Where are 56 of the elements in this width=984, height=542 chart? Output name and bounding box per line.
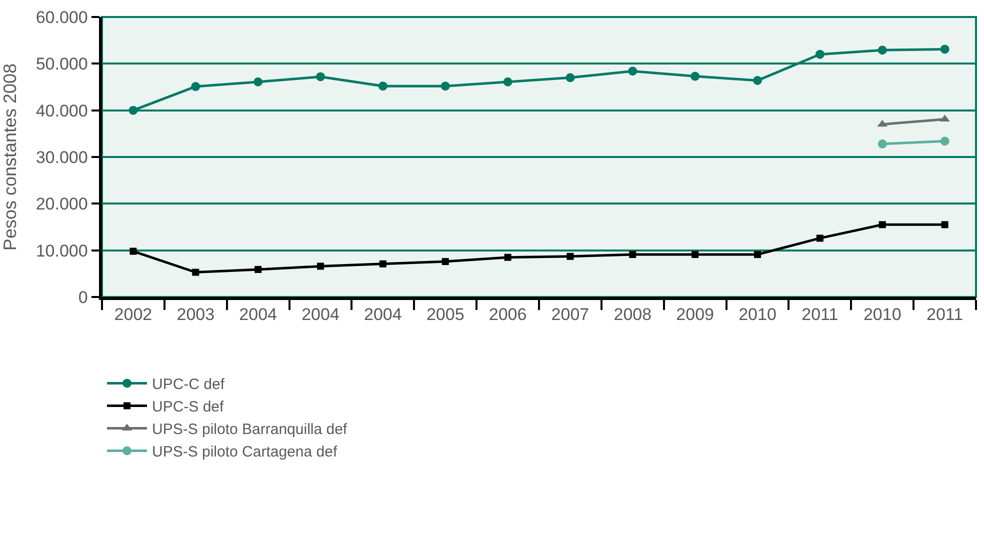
y-tick-label: 30.000 [36, 148, 88, 167]
point [754, 251, 761, 258]
point [316, 72, 325, 82]
x-tick-label: 2003 [176, 305, 215, 324]
point [504, 254, 512, 261]
point [815, 50, 824, 59]
point [378, 82, 388, 91]
point [878, 221, 886, 228]
y-tick-label: 10.000 [36, 241, 88, 260]
legend-label: UPS-S piloto Cartagena def [152, 444, 338, 461]
point [442, 258, 449, 266]
y-tick-label: 0 [78, 288, 88, 307]
x-tick-label: 2004 [364, 305, 402, 324]
point [192, 268, 200, 276]
x-tick-label: 2009 [676, 305, 714, 324]
point [753, 76, 762, 85]
legend-label: UPC-S def [152, 398, 225, 416]
x-tick-label: 2004 [302, 305, 340, 324]
x-tick-label: 2010 [738, 305, 776, 324]
point [128, 106, 138, 115]
point [690, 72, 700, 81]
point [566, 252, 574, 260]
x-tick-label: 2011 [802, 305, 838, 324]
point [940, 44, 950, 54]
x-tick-label: 2005 [426, 305, 464, 324]
point [628, 66, 638, 76]
point [379, 260, 386, 268]
point [878, 139, 887, 148]
point [254, 77, 263, 86]
point [629, 251, 636, 258]
point [816, 234, 824, 242]
x-tick-label: 2007 [551, 305, 590, 324]
point [440, 82, 450, 91]
y-tick-label: 50.000 [36, 54, 88, 74]
legend-label: UPC-C def [152, 376, 226, 394]
point [566, 73, 575, 82]
legend-label: UPS-S piloto Barranquilla def [152, 421, 348, 438]
point [941, 221, 948, 228]
point [254, 266, 262, 273]
x-tick-label: 2002 [114, 305, 152, 324]
point [317, 262, 324, 270]
point [130, 248, 137, 255]
x-tick-label: 2006 [488, 305, 527, 324]
x-tick-label: 2008 [614, 305, 652, 324]
x-tick-label: 2011 [926, 305, 964, 324]
point [692, 251, 699, 258]
y-tick-label: 40.000 [36, 101, 88, 120]
point [940, 136, 950, 146]
y-axis-title: Pesos constantes 2008 [0, 63, 20, 251]
y-tick-label: 60.000 [36, 8, 88, 27]
x-tick-label: 2004 [239, 305, 277, 324]
point [191, 82, 200, 92]
point [503, 77, 512, 86]
y-tick-label: 20.000 [36, 194, 88, 214]
x-tick-label: 2010 [863, 305, 902, 324]
point [878, 46, 887, 55]
